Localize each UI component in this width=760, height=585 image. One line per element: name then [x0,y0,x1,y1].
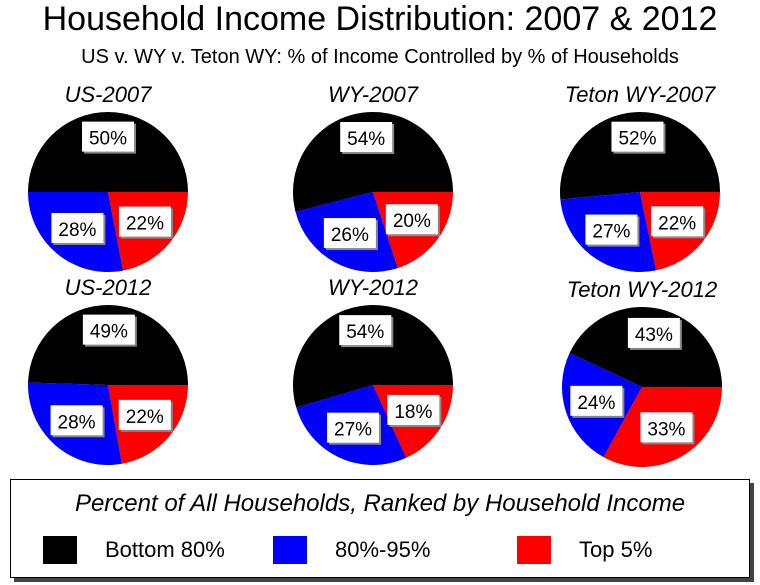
legend-swatch [517,536,551,564]
pie-title: Teton WY-2012 [567,277,717,302]
label-box [640,412,693,443]
pie-charts: US-2007 50% 28% 22% WY-2007 54% 26% 20% Teton WY… [27,82,722,467]
data-label: 27% [334,420,372,441]
legend-label: 80%-95% [335,537,431,562]
data-label: 43% [635,325,673,346]
pie-slice-bottom-80- [293,304,453,408]
data-label: 22% [126,214,164,235]
data-label: 33% [647,419,685,440]
data-label: 26% [331,225,369,246]
label-box [118,206,171,237]
chart-subtitle: US v. WY v. Teton WY: % of Income Contro… [81,46,679,68]
data-label: 27% [592,222,630,243]
data-label: 28% [58,220,96,241]
label-box [627,317,680,348]
label-box [323,218,376,249]
data-label: 54% [346,322,384,343]
label-box [327,412,380,443]
legend-swatch [273,536,307,564]
data-label: 52% [618,129,656,150]
data-label: 50% [89,129,127,150]
pie-slice-bottom-80- [292,111,453,212]
pie-slice-bottom-80- [560,112,720,200]
label-box [611,121,664,152]
legend-swatch [43,536,77,564]
legend-label: Bottom 80% [105,537,225,562]
data-label: 24% [577,393,615,414]
data-label: 54% [347,129,385,150]
label-box [50,405,103,436]
pie-title: WY-2007 [328,82,419,107]
label-box [585,214,638,245]
data-label: 22% [658,213,696,234]
label-box [82,121,134,152]
legend: Percent of All Households, Ranked by Hou… [10,479,750,578]
data-label: 18% [394,402,432,423]
legend-item-80-95: 80%-95% [273,536,430,564]
data-label: 49% [90,322,128,343]
label-box [82,314,135,345]
legend-item-top5: Top 5% [517,536,652,564]
data-label: 20% [393,211,431,232]
label-box [385,204,438,235]
label-box [340,122,393,153]
label-box [118,399,171,430]
label-box [339,315,392,346]
pie-title: WY-2012 [328,275,418,300]
chart-title: Household Income Distribution: 2007 & 20… [42,0,718,38]
pie-title: US-2007 [65,82,153,107]
data-label: 22% [126,407,164,428]
pie-title: US-2012 [65,275,152,300]
legend-item-bottom80: Bottom 80% [43,536,225,564]
legend-label: Top 5% [579,537,653,562]
data-label: 28% [58,412,96,433]
pie-title: Teton WY-2007 [565,82,716,107]
legend-title: Percent of All Households, Ranked by Hou… [74,490,686,517]
label-box [651,206,704,237]
label-box [51,212,104,243]
label-box [387,394,440,425]
label-box [570,385,623,416]
